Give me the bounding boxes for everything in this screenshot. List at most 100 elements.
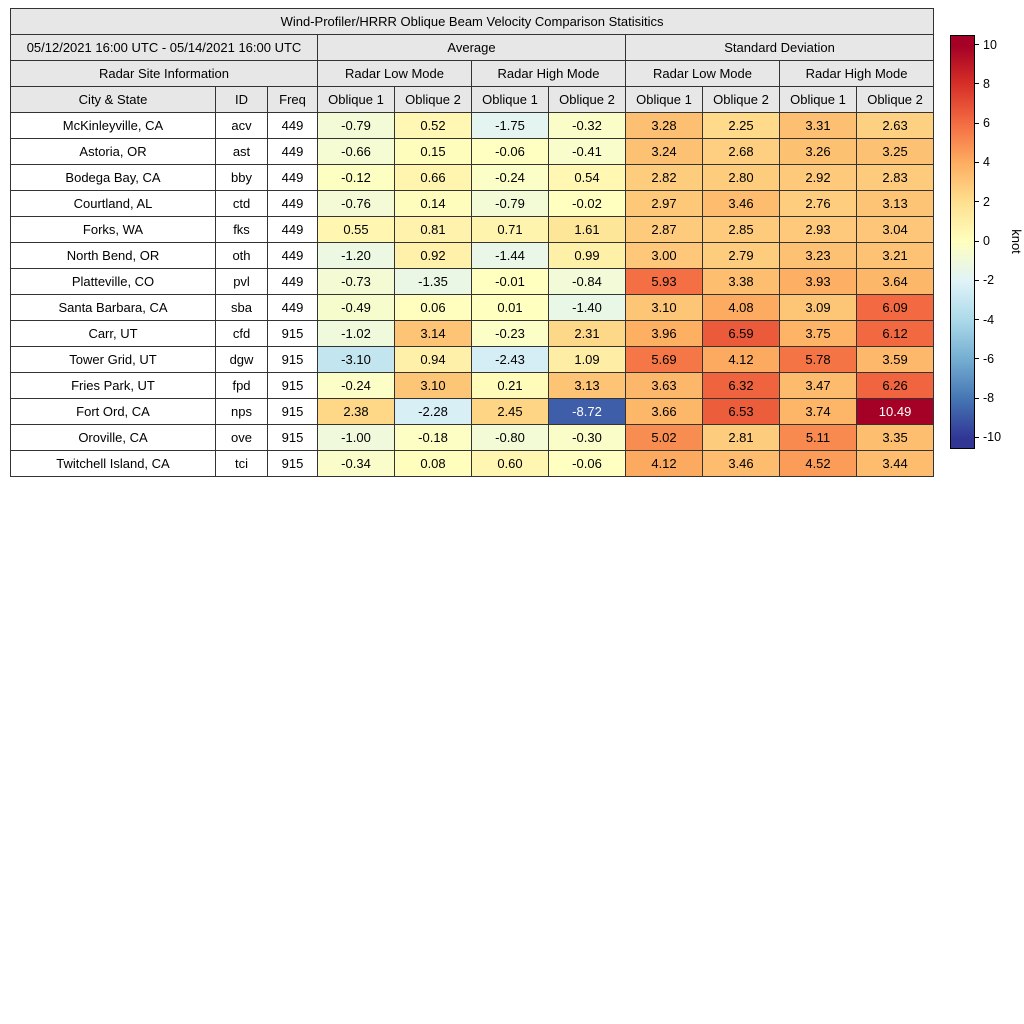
table-row: McKinleyville, CA acv 449 -0.79 0.52 -1.75 -0.… (10, 112, 935, 139)
cell-value: 0.06 (394, 294, 472, 321)
colorbar-tick-mark (975, 161, 979, 163)
cell-value: 6.09 (855, 294, 935, 321)
header-avg-radar-low-mode: Radar Low Mode (317, 60, 472, 87)
col-header-oblique-1: Oblique 1 (317, 86, 395, 113)
cell-value: 2.45 (471, 398, 549, 425)
cell-value: 1.61 (548, 216, 626, 243)
colorbar-tick-mark (975, 122, 979, 124)
cell-value: 3.31 (779, 112, 857, 139)
cell-freq: 449 (267, 268, 318, 295)
colorbar-tick-label: 0 (983, 234, 990, 248)
cell-site-id: sba (215, 294, 268, 321)
table-row: Courtland, AL ctd 449 -0.76 0.14 -0.79 -0.02 2.… (10, 190, 935, 217)
header-average: Average (317, 34, 626, 61)
cell-value: 3.13 (548, 372, 626, 399)
cell-value: 0.99 (548, 242, 626, 269)
cell-value: 3.44 (855, 450, 935, 477)
colorbar-tick-label: -8 (983, 391, 995, 406)
cell-value: -0.24 (317, 372, 395, 399)
cell-value: -0.06 (548, 450, 626, 477)
cell-value: 4.12 (625, 450, 703, 477)
cell-value: 3.59 (855, 346, 935, 373)
cell-value: -8.72 (548, 398, 626, 425)
cell-value: 3.64 (855, 268, 935, 295)
cell-value: 1.09 (548, 346, 626, 373)
col-header-oblique-2: Oblique 2 (855, 86, 935, 113)
col-header-id: ID (215, 86, 268, 113)
cell-value: 5.02 (625, 424, 703, 451)
cell-value: 6.26 (855, 372, 935, 399)
cell-value: 3.13 (855, 190, 935, 217)
cell-value: 0.01 (471, 294, 549, 321)
cell-value: -0.18 (394, 424, 472, 451)
cell-site-id: cfd (215, 320, 268, 347)
cell-freq: 449 (267, 138, 318, 165)
cell-city-state: Platteville, CO (10, 268, 216, 295)
cell-site-id: pvl (215, 268, 268, 295)
cell-value: 6.32 (702, 372, 780, 399)
cell-freq: 915 (267, 424, 318, 451)
cell-value: -0.01 (471, 268, 549, 295)
cell-value: -2.43 (471, 346, 549, 373)
col-header-oblique-1: Oblique 1 (471, 86, 549, 113)
colorbar-tick-label: 8 (983, 76, 990, 91)
cell-value: 3.28 (625, 112, 703, 139)
colorbar-tick-mark (975, 201, 979, 203)
colorbar-tick-label: -10 (983, 430, 1002, 445)
cell-site-id: bby (215, 164, 268, 191)
cell-value: 10.49 (855, 398, 935, 425)
figure-title: Wind-Profiler/HRRR Oblique Beam Velocity… (9, 8, 935, 35)
cell-value: 3.04 (855, 216, 935, 243)
cell-value: -3.10 (317, 346, 395, 373)
cell-value: 0.81 (394, 216, 472, 243)
table-row: Bodega Bay, CA bby 449 -0.12 0.66 -0.24 0.54 2.… (10, 164, 935, 191)
colorbar-tick-label: -6 (983, 351, 995, 366)
cell-value: -1.02 (317, 320, 395, 347)
cell-freq: 449 (267, 112, 318, 139)
cell-value: 3.14 (394, 320, 472, 347)
cell-value: -0.49 (317, 294, 395, 321)
cell-value: 0.54 (548, 164, 626, 191)
date-range: 05/12/2021 16:00 UTC - 05/14/2021 16:00 … (10, 34, 318, 61)
cell-site-id: ast (215, 138, 268, 165)
cell-value: -0.66 (317, 138, 395, 165)
cell-value: -1.40 (548, 294, 626, 321)
cell-value: 0.21 (471, 372, 549, 399)
colorbar-tick-mark (975, 358, 979, 360)
cell-site-id: ove (215, 424, 268, 451)
header-row-columns: City & State ID Freq Oblique 1 Oblique 2… (10, 86, 935, 113)
cell-value: -1.00 (317, 424, 395, 451)
cell-value: 2.25 (702, 112, 780, 139)
cell-city-state: Carr, UT (10, 320, 216, 347)
cell-value: 6.59 (702, 320, 780, 347)
cell-value: 3.10 (625, 294, 703, 321)
cell-value: -0.80 (471, 424, 549, 451)
cell-value: 2.82 (625, 164, 703, 191)
table-row: Twitchell Island, CA tci 915 -0.34 0.08 0.60-… (10, 450, 935, 477)
colorbar-tick-mark (975, 436, 979, 438)
cell-value: -2.28 (394, 398, 472, 425)
colorbar-tick-label: -2 (983, 273, 995, 288)
cell-site-id: fpd (215, 372, 268, 399)
cell-value: 5.93 (625, 268, 703, 295)
col-header-city-state: City & State (10, 86, 216, 113)
colorbar-tick-label: -4 (983, 312, 995, 327)
col-header-oblique-2: Oblique 2 (394, 86, 472, 113)
cell-value: 3.10 (394, 372, 472, 399)
cell-value: 3.66 (625, 398, 703, 425)
table-row: Fort Ord, CA nps 915 2.38 -2.28 2.45 -8.72 3.66… (10, 398, 935, 425)
cell-value: 0.08 (394, 450, 472, 477)
header-row-groups-1: 05/12/2021 16:00 UTC - 05/14/2021 16:00 … (10, 34, 935, 61)
header-std-radar-high-mode: Radar High Mode (778, 60, 935, 87)
cell-city-state: Bodega Bay, CA (10, 164, 216, 191)
cell-value: 6.53 (702, 398, 780, 425)
table-row: Santa Barbara, CA sba 449 -0.49 0.06 0.01 -1.4… (10, 294, 935, 321)
table-row: Oroville, CA ove 915 -1.00 -0.18 -0.80 -0.30 5.… (10, 424, 935, 451)
cell-city-state: Santa Barbara, CA (10, 294, 216, 321)
cell-value: 3.35 (855, 424, 935, 451)
cell-value: 2.63 (855, 112, 935, 139)
cell-city-state: Astoria, OR (10, 138, 216, 165)
cell-value: -1.44 (471, 242, 549, 269)
col-header-oblique-1: Oblique 1 (625, 86, 703, 113)
